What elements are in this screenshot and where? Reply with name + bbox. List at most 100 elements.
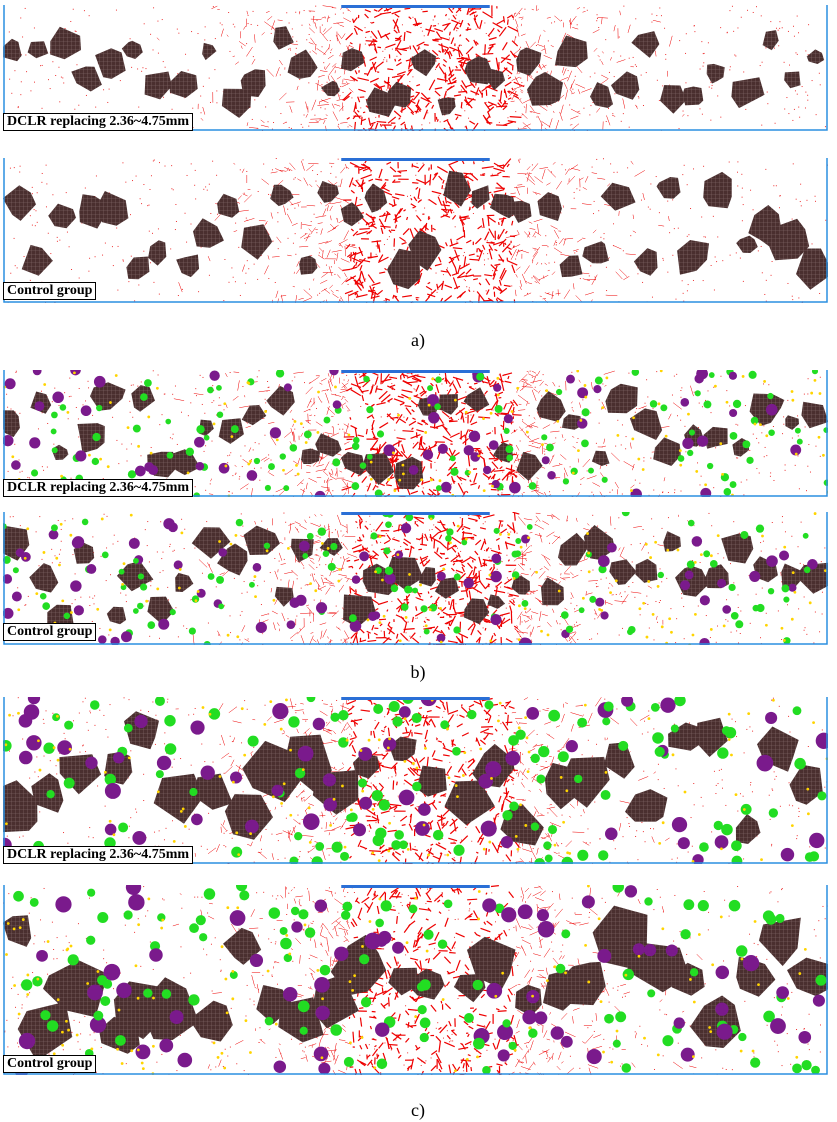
crack xyxy=(493,458,499,462)
crack xyxy=(535,524,545,530)
crack-dot xyxy=(364,549,366,551)
crack xyxy=(512,245,515,248)
yellow-particle xyxy=(391,451,395,455)
purple-particle xyxy=(29,437,41,449)
crack xyxy=(555,620,558,625)
crack-dot xyxy=(370,36,372,38)
crack-dot xyxy=(326,81,328,83)
crack xyxy=(436,283,439,290)
crack xyxy=(408,16,412,20)
crack-dot xyxy=(241,466,243,468)
crack-dot xyxy=(438,58,440,60)
crack xyxy=(328,65,336,76)
crack xyxy=(432,489,437,492)
green-particle xyxy=(794,427,801,434)
crack-dot xyxy=(594,618,596,620)
crack-dot xyxy=(651,296,653,298)
crack xyxy=(344,200,350,204)
crack xyxy=(423,109,429,120)
crack xyxy=(498,238,507,247)
crack xyxy=(435,62,440,69)
crack xyxy=(369,285,374,296)
crack xyxy=(630,484,635,489)
crack xyxy=(449,381,454,387)
crack-dot xyxy=(122,259,124,261)
aggregate xyxy=(526,72,563,106)
crack xyxy=(632,214,634,220)
crack xyxy=(358,246,364,257)
crack xyxy=(594,609,598,616)
crack xyxy=(524,231,530,238)
crack-dot xyxy=(132,180,134,182)
crack-dot xyxy=(783,61,785,63)
crack-dot xyxy=(352,182,354,184)
crack-dot xyxy=(594,72,596,74)
crack-dot xyxy=(383,244,385,246)
crack-dot xyxy=(29,215,31,217)
crack-dot xyxy=(249,462,251,464)
crack xyxy=(444,372,448,384)
green-particle xyxy=(185,447,195,456)
crack xyxy=(596,107,601,113)
crack xyxy=(260,119,265,124)
crack xyxy=(475,41,479,45)
crack xyxy=(318,247,324,252)
crack xyxy=(361,217,370,226)
crack-dot xyxy=(385,124,387,126)
crack xyxy=(487,216,496,223)
crack xyxy=(563,68,567,76)
crack-dot xyxy=(148,204,150,206)
crack-dot xyxy=(231,267,233,269)
crack xyxy=(619,10,621,16)
crack-dot xyxy=(149,188,151,190)
aggregate xyxy=(90,382,126,411)
crack xyxy=(521,380,532,386)
crack-dot xyxy=(547,246,549,248)
yellow-particle xyxy=(759,423,762,427)
crack xyxy=(461,635,464,645)
crack xyxy=(597,17,608,19)
crack xyxy=(289,409,293,413)
crack-dot xyxy=(59,239,61,241)
crack-dot xyxy=(58,404,60,406)
crack-dot xyxy=(798,106,800,108)
crack-dot xyxy=(791,295,793,297)
crack-dot xyxy=(795,198,797,200)
aggregate xyxy=(437,97,456,116)
crack xyxy=(582,458,591,468)
crack xyxy=(283,205,286,216)
crack-dot xyxy=(703,62,705,64)
crack xyxy=(275,168,283,173)
crack xyxy=(355,292,359,297)
crack-dot xyxy=(431,291,433,293)
crack-dot xyxy=(711,87,713,89)
crack-dot xyxy=(292,418,294,420)
crack xyxy=(447,73,455,80)
crack-dot xyxy=(17,587,19,589)
yellow-particle xyxy=(765,434,769,438)
crack xyxy=(452,559,464,563)
crack-dot xyxy=(492,278,494,280)
yellow-particle xyxy=(664,434,668,438)
crack-dot xyxy=(429,182,431,184)
crack-dot xyxy=(204,26,206,28)
crack xyxy=(378,444,381,452)
crack-dot xyxy=(413,388,415,390)
crack xyxy=(487,43,495,54)
crack-dot xyxy=(245,217,247,219)
crack xyxy=(406,374,417,379)
crack-dot xyxy=(659,7,661,9)
crack xyxy=(452,49,455,52)
crack-dot xyxy=(296,40,298,42)
crack xyxy=(441,43,444,53)
crack xyxy=(588,580,599,582)
crack xyxy=(486,85,498,92)
crack-dot xyxy=(56,240,58,242)
crack xyxy=(310,18,322,20)
crack-dot xyxy=(224,259,226,261)
crack-dot xyxy=(331,166,333,168)
crack-dot xyxy=(116,439,118,441)
crack-dot xyxy=(164,165,166,167)
crack-dot xyxy=(502,471,504,473)
crack xyxy=(516,230,520,235)
